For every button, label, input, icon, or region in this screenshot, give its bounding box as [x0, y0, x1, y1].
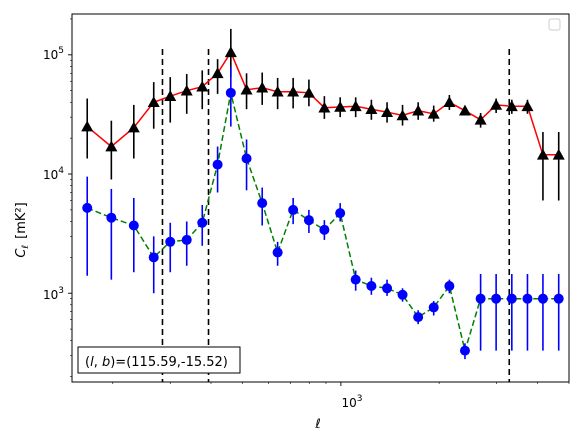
- circle-marker: [335, 208, 346, 219]
- triangle-marker: [365, 103, 378, 114]
- circle-marker: [272, 247, 283, 258]
- annotation-b: b: [102, 355, 110, 370]
- legend-box: [548, 18, 561, 31]
- y-axis-label-subscript: ℓ: [21, 245, 31, 250]
- svg-text:105: 105: [43, 46, 64, 62]
- triangle-marker: [81, 120, 94, 132]
- triangle-marker: [474, 113, 487, 125]
- circle-marker: [165, 236, 176, 247]
- circle-marker: [241, 153, 252, 164]
- triangle-marker: [105, 140, 118, 152]
- x-axis-label: ℓ: [314, 417, 320, 432]
- circle-marker: [181, 234, 192, 245]
- triangle-marker: [302, 86, 315, 98]
- circle-marker: [197, 217, 208, 228]
- y-tick-label-1e4: 104: [43, 166, 64, 182]
- triangle-marker: [211, 67, 224, 79]
- triangle-marker: [147, 96, 160, 108]
- circle-marker: [366, 280, 377, 291]
- annotation-text: (l, b)=(115.59,-15.52): [85, 355, 228, 370]
- triangle-marker: [256, 81, 269, 93]
- y-tick-exponent: 4: [58, 166, 64, 176]
- annotation-l: l: [90, 355, 94, 370]
- annotation-paren: (: [85, 355, 90, 370]
- triangle-marker: [127, 121, 140, 133]
- circle-marker: [319, 224, 330, 235]
- circle-marker: [128, 220, 139, 231]
- data-markers: [81, 46, 565, 356]
- triangle-marker: [490, 98, 503, 110]
- triangle-marker: [412, 104, 425, 116]
- triangle-marker: [180, 84, 193, 96]
- triangle-marker: [240, 83, 253, 95]
- annotation-frame: [77, 346, 241, 374]
- x-tick-exponent: 3: [357, 394, 363, 404]
- circle-marker: [350, 274, 361, 285]
- annotation-box: (l, b)=(115.59,-15.52): [77, 346, 241, 374]
- triangle-marker: [271, 85, 284, 97]
- circle-marker: [397, 289, 408, 300]
- circle-marker: [537, 293, 548, 304]
- triangle-marker: [318, 101, 331, 113]
- triangle-marker: [443, 96, 456, 108]
- y-tick-exponent: 5: [58, 46, 64, 56]
- circle-marker: [212, 159, 223, 170]
- circle-marker: [522, 293, 533, 304]
- triangle-marker: [287, 85, 300, 97]
- circle-marker: [303, 215, 314, 226]
- circle-marker: [82, 202, 93, 213]
- y-tick-label-1e3: 103: [43, 286, 64, 302]
- annotation-coordinates: )=(115.59,-15.52): [110, 355, 228, 370]
- svg-text:103: 103: [43, 286, 64, 302]
- circle-marker: [225, 87, 236, 98]
- circle-marker: [148, 252, 159, 263]
- circle-marker: [413, 312, 424, 323]
- y-axis-label: Cℓ [mK²]: [14, 202, 31, 257]
- y-tick-exponent: 3: [58, 286, 64, 296]
- triangle-marker: [552, 148, 565, 160]
- triangle-marker: [164, 90, 177, 101]
- circle-marker: [459, 345, 470, 356]
- triangle-marker: [458, 104, 471, 116]
- svg-text:Cℓ[mK²]: Cℓ [mK²]: [14, 202, 31, 257]
- svg-text:103: 103: [341, 394, 362, 410]
- circle-marker: [553, 293, 564, 304]
- circle-marker: [382, 283, 393, 294]
- x-tick-label-1e3: 103: [341, 394, 362, 410]
- y-axis-label-symbol: C: [14, 248, 29, 258]
- circle-marker: [506, 293, 517, 304]
- svg-text:104: 104: [43, 166, 64, 182]
- triangle-marker: [381, 106, 394, 118]
- circle-marker: [288, 204, 299, 215]
- axis-ticks: [68, 18, 570, 386]
- annotation-comma: ,: [94, 355, 102, 370]
- x-tick-mantissa: 10: [341, 396, 356, 410]
- triangle-marker: [536, 148, 549, 160]
- y-tick-mantissa: 10: [43, 168, 58, 182]
- triangle-marker: [224, 46, 237, 58]
- triangle-marker: [349, 100, 362, 112]
- triangle-marker: [334, 100, 347, 112]
- circle-marker: [428, 302, 439, 313]
- vertical-reference-lines: [161, 49, 511, 382]
- triangle-marker: [427, 107, 440, 119]
- y-tick-mantissa: 10: [43, 48, 58, 62]
- circle-marker: [444, 280, 455, 291]
- circle-marker: [106, 212, 117, 223]
- triangle-marker: [196, 80, 209, 92]
- y-tick-label-1e5: 105: [43, 46, 64, 62]
- triangle-marker: [505, 100, 518, 112]
- circle-marker: [475, 293, 486, 304]
- y-tick-mantissa: 10: [43, 288, 58, 302]
- circle-marker: [257, 198, 268, 209]
- triangle-marker: [521, 100, 534, 112]
- circle-marker: [491, 293, 502, 304]
- y-axis-label-unit: [mK²]: [14, 202, 29, 239]
- triangle-marker: [396, 109, 409, 121]
- plot-frame: [71, 13, 570, 383]
